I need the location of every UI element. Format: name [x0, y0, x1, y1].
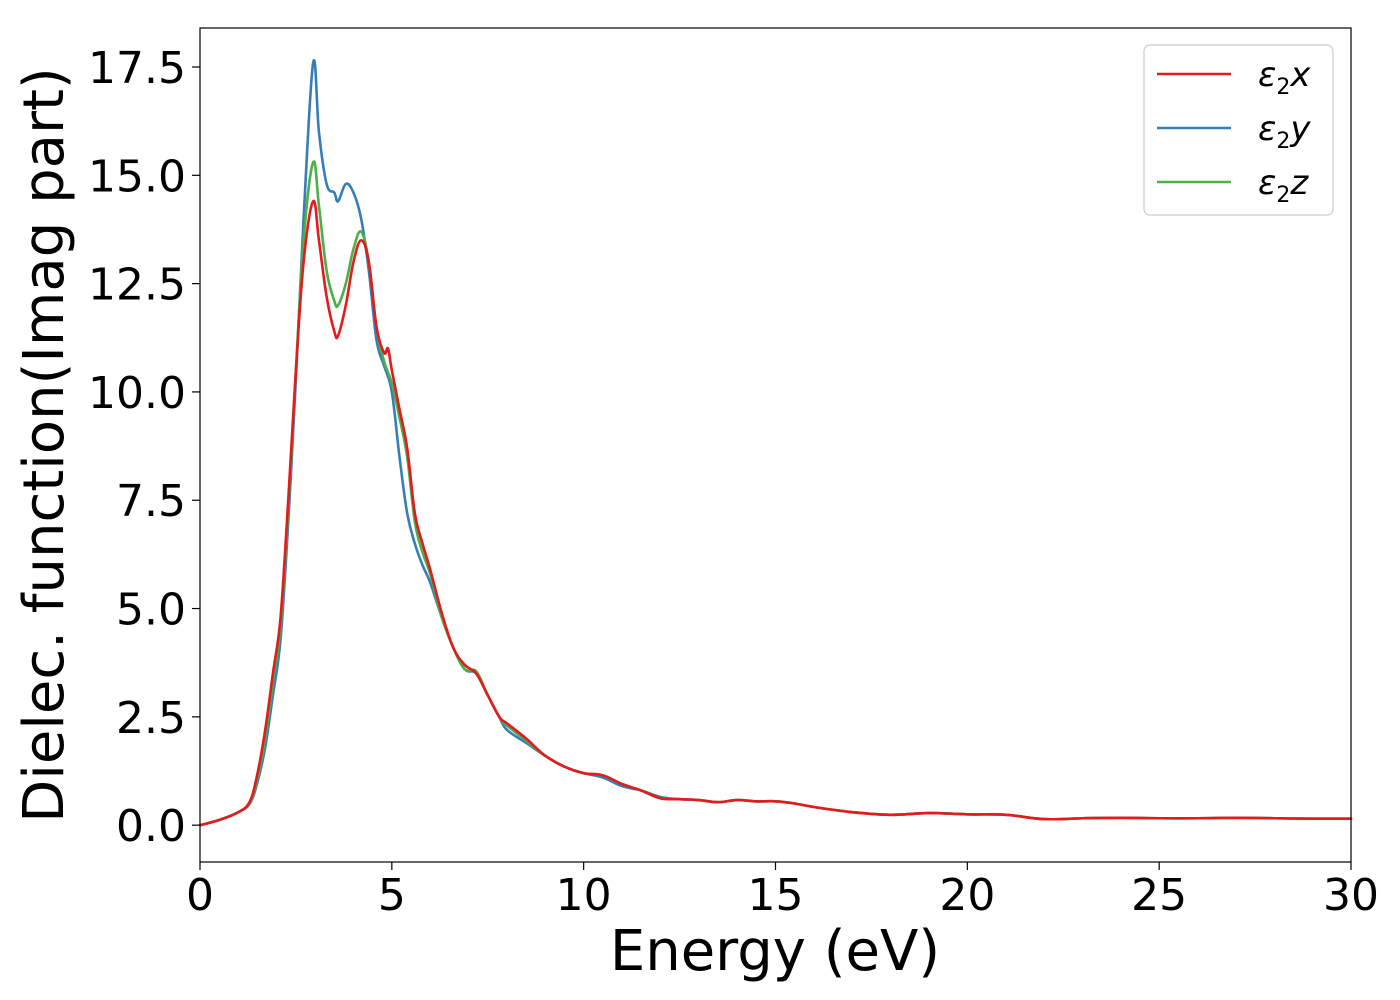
x-tick-label: 0	[186, 870, 214, 921]
legend-box	[1143, 44, 1334, 216]
series-line-x	[198, 199, 1353, 827]
y-tick-label: 10.0	[88, 368, 186, 419]
legend-label-x: ε2x	[1258, 55, 1311, 100]
y-tick-label: 7.5	[116, 476, 186, 527]
x-tick-label: 20	[939, 870, 995, 921]
y-axis-ticks: 0.0 2.5 5.0 7.5 10.0 12.5 15.0 17.5	[88, 43, 200, 852]
legend-label-y: ε2y	[1258, 109, 1311, 154]
legend: ε2x ε2y ε2z	[1143, 44, 1334, 216]
x-tick-label: 15	[748, 870, 804, 921]
y-tick-label: 5.0	[116, 585, 186, 636]
y-tick-label: 15.0	[88, 151, 186, 202]
x-axis-label: Energy (eV)	[610, 919, 940, 984]
x-tick-label: 10	[556, 870, 612, 921]
x-tick-label: 5	[378, 870, 406, 921]
y-tick-label: 2.5	[116, 693, 186, 744]
x-tick-label: 30	[1323, 870, 1379, 921]
y-axis-label: Dielec. function(Imag part)	[12, 67, 77, 823]
series-line-z	[198, 160, 1353, 827]
y-tick-label: 17.5	[88, 43, 186, 94]
legend-label-z: ε2z	[1258, 163, 1309, 208]
x-tick-label: 25	[1131, 870, 1187, 921]
y-tick-label: 12.5	[88, 260, 186, 311]
series-lines	[198, 58, 1353, 827]
x-axis-ticks: 0 5 10 15 20 25 30	[186, 862, 1379, 921]
y-tick-label: 0.0	[116, 801, 186, 852]
